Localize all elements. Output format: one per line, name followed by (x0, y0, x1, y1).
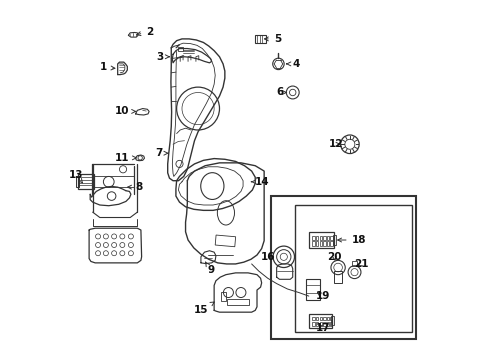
Bar (315, 322, 318, 326)
Bar (319, 236, 322, 240)
Bar (323, 317, 325, 320)
Text: 3: 3 (156, 52, 169, 62)
Text: 5: 5 (264, 34, 281, 44)
Bar (329, 317, 331, 320)
Bar (215, 235, 235, 247)
Text: 11: 11 (115, 153, 136, 163)
Bar (312, 236, 314, 240)
Bar (312, 317, 314, 320)
Text: 20: 20 (326, 252, 341, 262)
Text: 9: 9 (205, 262, 214, 275)
Bar (326, 236, 328, 240)
Bar (308, 314, 331, 328)
Text: 12: 12 (327, 139, 342, 149)
Bar (221, 292, 225, 301)
Text: 6: 6 (275, 87, 286, 98)
Text: 19: 19 (315, 291, 329, 301)
Text: 4: 4 (286, 59, 299, 69)
Text: 17: 17 (315, 323, 330, 333)
Text: 1: 1 (100, 63, 115, 72)
Bar (76, 176, 80, 187)
Bar (323, 236, 325, 240)
Text: 10: 10 (115, 107, 135, 116)
Bar (227, 298, 248, 305)
Bar (315, 236, 318, 240)
Bar (178, 47, 183, 51)
Text: 15: 15 (193, 302, 214, 315)
Bar (319, 322, 322, 326)
Bar (319, 317, 322, 320)
Text: 14: 14 (251, 177, 268, 187)
Bar (308, 232, 333, 248)
Bar (331, 316, 333, 325)
Bar (323, 242, 325, 246)
Bar (326, 317, 328, 320)
Bar (329, 322, 331, 326)
Text: 8: 8 (127, 182, 142, 192)
Bar (326, 242, 328, 246)
Bar (315, 242, 318, 246)
Bar (312, 322, 314, 326)
Bar (329, 236, 332, 240)
Text: 7: 7 (155, 148, 168, 158)
Text: 2: 2 (137, 27, 153, 37)
Bar (323, 322, 325, 326)
Bar (332, 235, 335, 245)
Bar (315, 317, 318, 320)
Bar (333, 271, 342, 283)
Bar (305, 279, 319, 300)
Bar (254, 35, 265, 43)
Text: 21: 21 (354, 259, 368, 269)
Text: 18: 18 (337, 235, 366, 245)
Bar (78, 174, 94, 189)
Bar (312, 242, 314, 246)
Text: 13: 13 (68, 170, 83, 183)
Bar (294, 205, 411, 332)
Bar (319, 242, 322, 246)
Bar (271, 196, 415, 339)
Bar (326, 322, 328, 326)
Bar (351, 261, 357, 266)
Text: 16: 16 (260, 252, 274, 262)
Bar (329, 242, 332, 246)
